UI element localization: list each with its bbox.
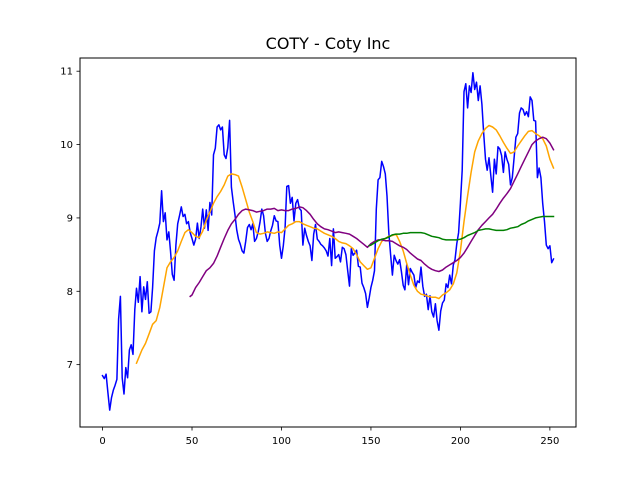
ma-medium-line [189,136,555,298]
ma-long-line [368,215,555,247]
ma-short-line [135,124,555,365]
x-tick-label: 250 [540,436,559,447]
x-tick-label: 0 [99,436,105,447]
chart-title: COTY - Coty Inc [266,34,391,53]
x-tick-label: 150 [361,436,380,447]
x-tick-label: 200 [451,436,470,447]
x-tick-label: 50 [186,436,199,447]
y-tick-label: 7 [67,360,73,371]
y-tick-label: 10 [60,140,73,151]
y-tick-label: 8 [67,287,73,298]
price-line [101,71,555,411]
x-tick-label: 100 [272,436,291,447]
y-tick-label: 9 [67,213,73,224]
series-group [101,71,555,411]
plot-frame [79,57,577,428]
axes: 0 50 100 150 200 250 7 8 9 10 11 [60,67,559,447]
y-tick-label: 11 [60,67,73,78]
